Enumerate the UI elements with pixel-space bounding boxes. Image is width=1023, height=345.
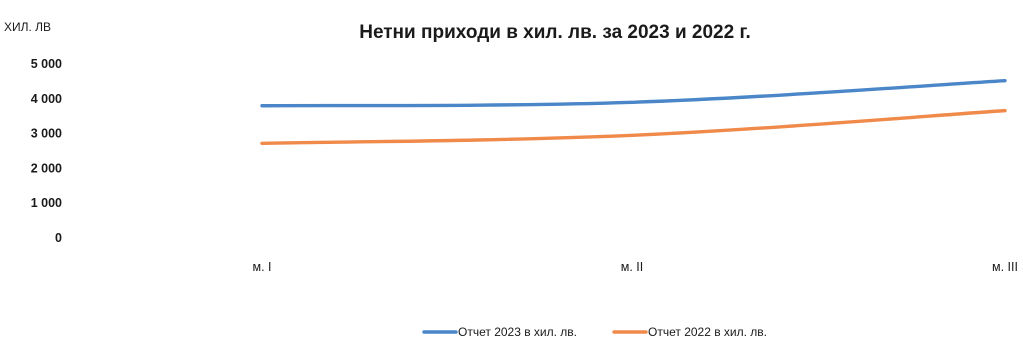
y-axis-ticks: 0 1 000 2 000 3 000 4 000 5 000 — [31, 57, 62, 245]
x-tick-label: м. II — [621, 260, 644, 274]
series-line-2 — [260, 108, 1007, 146]
legend-label-2: Отчет 2022 в хил. лв. — [648, 325, 767, 339]
y-axis-unit-label: ХИЛ. ЛВ — [4, 20, 51, 34]
y-tick-label: 0 — [55, 231, 62, 245]
y-tick-label: 3 000 — [31, 127, 62, 141]
x-tick-label: м. I — [252, 260, 271, 274]
x-tick-label: м. III — [992, 260, 1018, 274]
y-tick-label: 1 000 — [31, 196, 62, 210]
x-axis-ticks: м. I м. II м. III — [252, 260, 1017, 274]
legend-label-1: Отчет 2023 в хил. лв. — [458, 325, 577, 339]
legend: Отчет 2023 в хил. лв. Отчет 2022 в хил. л… — [422, 325, 767, 339]
chart-title: Нетни приходи в хил. лв. за 2023 и 2022 … — [359, 22, 751, 43]
y-tick-label: 4 000 — [31, 92, 62, 106]
series-line-1 — [260, 79, 1007, 108]
y-tick-label: 2 000 — [31, 161, 62, 175]
y-tick-label: 5 000 — [31, 57, 62, 71]
series-lines — [260, 79, 1007, 146]
